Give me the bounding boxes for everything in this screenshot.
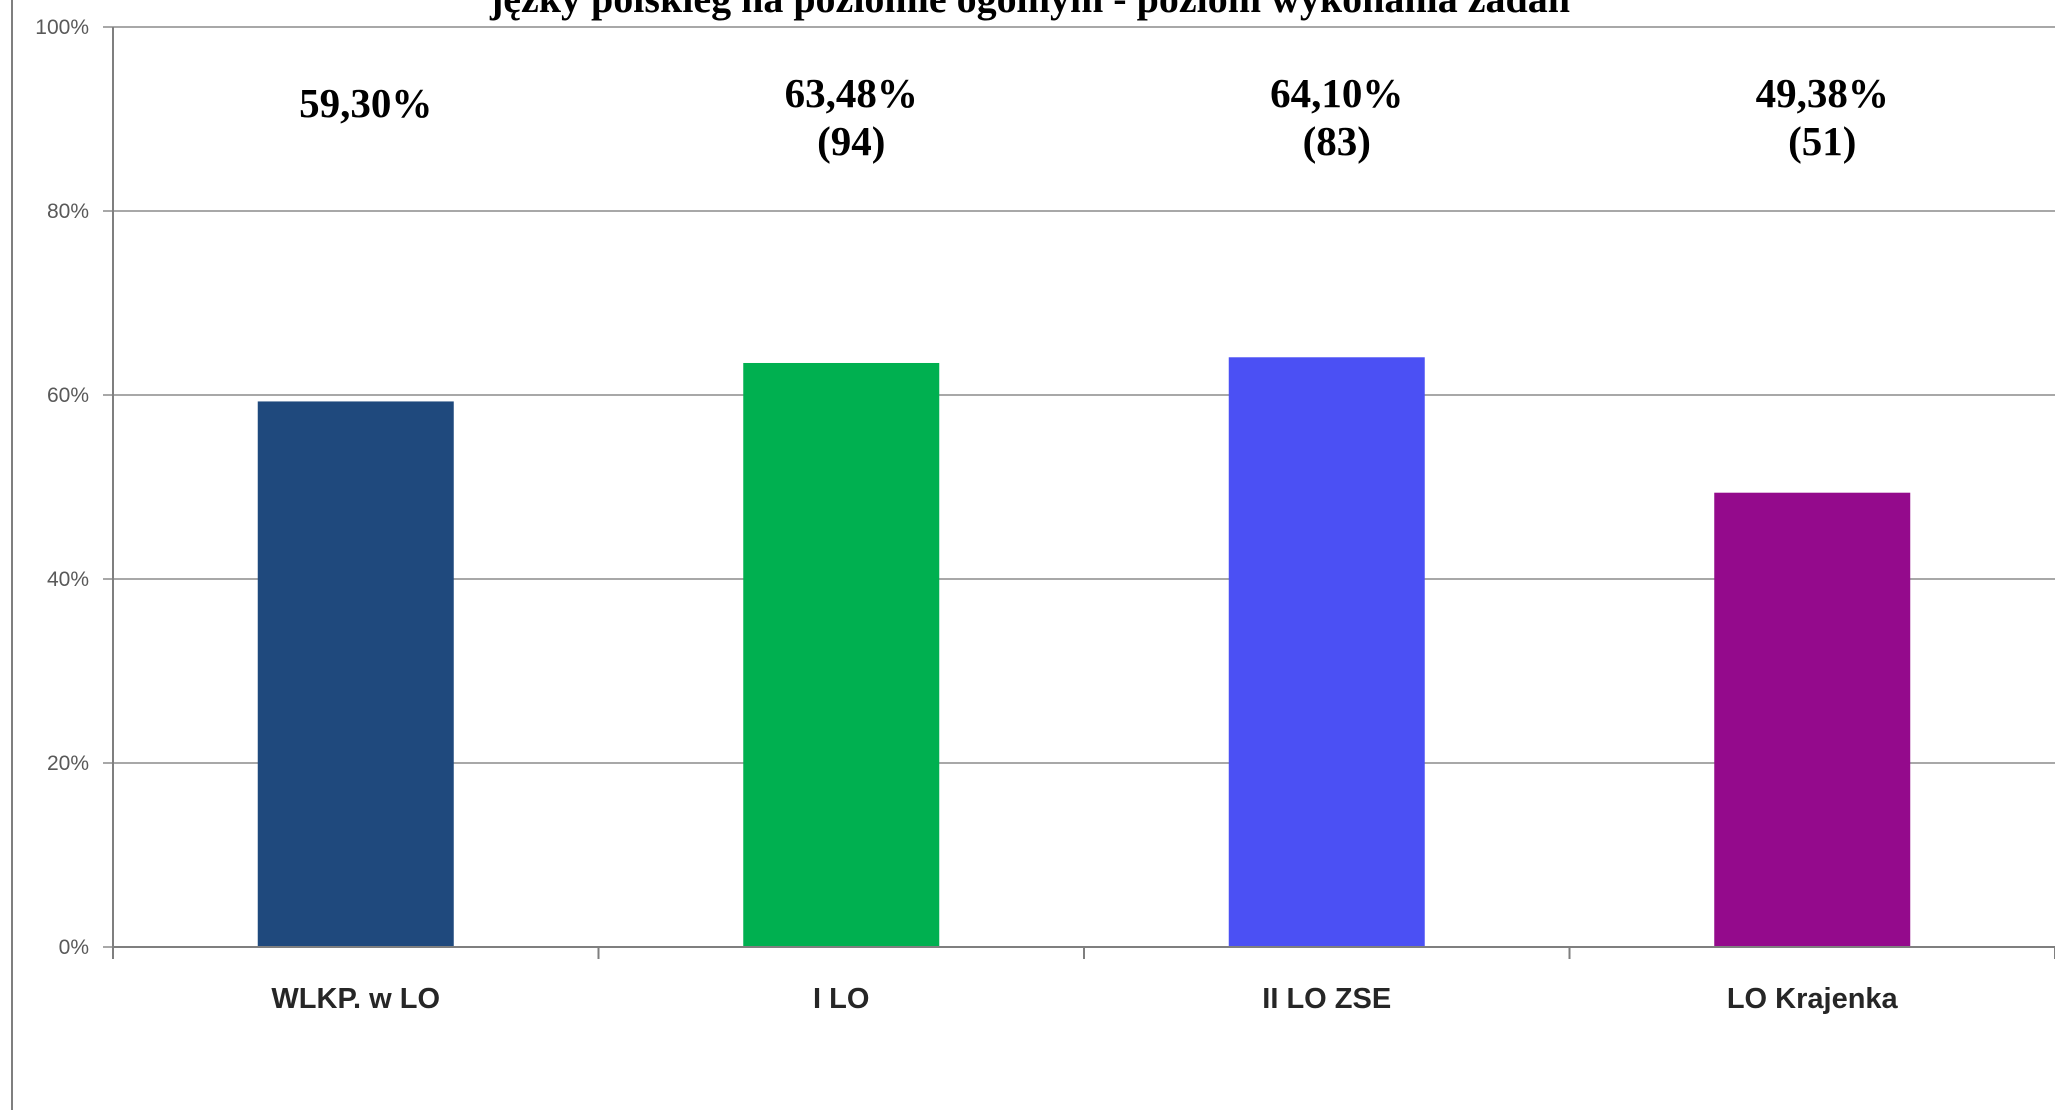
data-label: 64,10% (83) [1236,70,1437,166]
y-tick-label: 20% [47,752,89,775]
data-label: 49,38% (51) [1722,70,1923,166]
data-label-value: 64,10% [1270,70,1404,116]
y-tick-label: 100% [35,16,89,39]
data-label: 59,30% [265,80,466,128]
bar [1228,357,1425,947]
bars [257,357,1911,947]
x-tick-label: II LO ZSE [1262,983,1391,1015]
y-tick-label: 40% [47,568,89,591]
y-tick-label: 80% [47,200,89,223]
data-label-value: 49,38% [1755,70,1889,116]
bar [743,362,940,947]
x-tick-label: WLKP. w LO [271,983,440,1015]
x-axis-ticks: WLKP. w LO I LO II LO ZSE LO Krajenka [271,983,1898,1015]
y-tick-label: 60% [47,384,89,407]
y-tick-label: 0% [59,936,89,959]
data-label: 63,48% (94) [751,70,952,166]
data-label-count: (83) [1302,117,1371,164]
data-label-value: 63,48% [784,70,918,116]
bar [1714,492,1911,947]
x-tick-label: I LO [813,983,869,1015]
axes [11,0,2055,1110]
x-tick-label: LO Krajenka [1727,983,1899,1015]
y-axis-ticks: 0% 20% 40% 60% 80% 100% [35,16,89,959]
bar [257,401,454,947]
data-label-value: 59,30% [299,80,433,126]
data-label-count: (94) [817,117,886,164]
chart-title: jęzky polskieg na poziomie ogólnym - poz… [489,0,1570,21]
data-label-count: (51) [1788,117,1857,164]
